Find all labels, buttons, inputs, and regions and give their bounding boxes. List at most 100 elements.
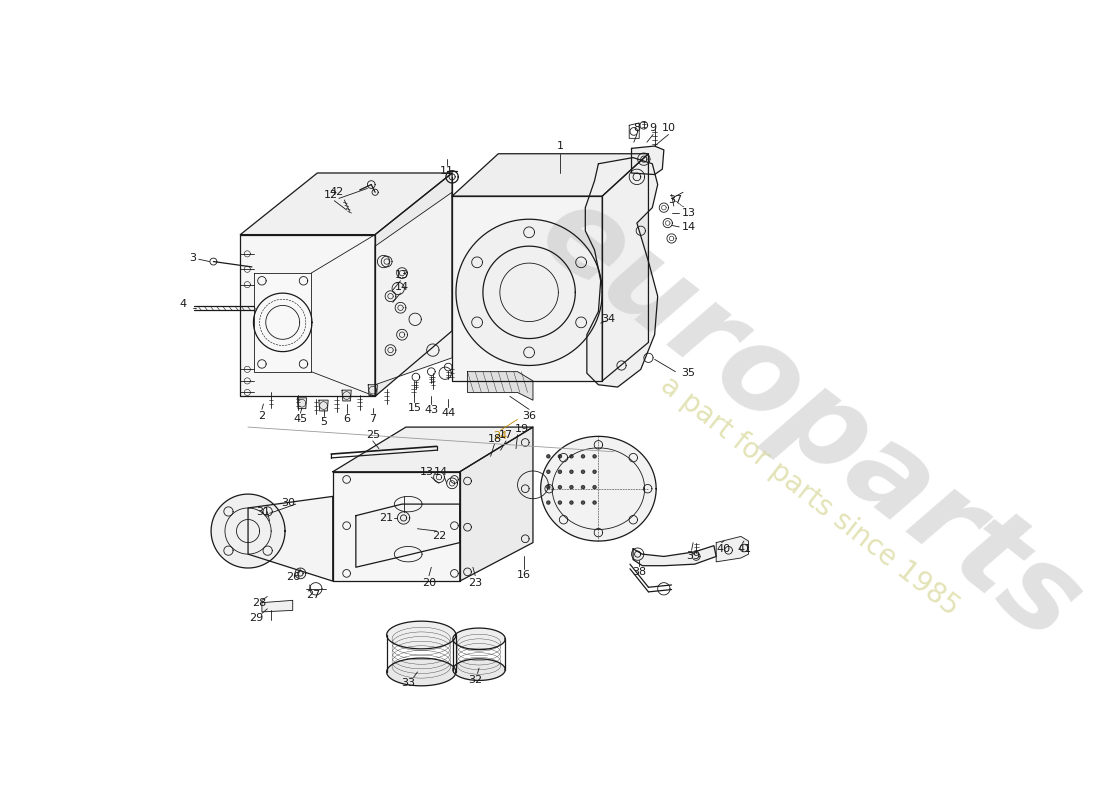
Polygon shape (452, 154, 649, 196)
Polygon shape (541, 436, 656, 541)
Polygon shape (593, 486, 596, 489)
Text: 43: 43 (425, 405, 439, 415)
Text: 17: 17 (499, 430, 513, 440)
Polygon shape (241, 173, 452, 234)
Text: 5: 5 (320, 417, 327, 426)
Polygon shape (249, 496, 332, 581)
Text: 23: 23 (469, 578, 482, 588)
Polygon shape (332, 472, 460, 581)
Polygon shape (547, 501, 550, 504)
Text: 13: 13 (395, 270, 409, 280)
Polygon shape (582, 501, 584, 504)
Polygon shape (295, 568, 306, 578)
Polygon shape (593, 501, 596, 504)
Polygon shape (319, 400, 328, 411)
Text: 45: 45 (294, 414, 308, 424)
Text: 38: 38 (632, 567, 647, 577)
Polygon shape (397, 512, 409, 524)
Text: 19: 19 (515, 424, 528, 434)
Polygon shape (453, 628, 505, 650)
Polygon shape (716, 537, 749, 562)
Polygon shape (342, 390, 351, 401)
Polygon shape (460, 427, 534, 581)
Polygon shape (570, 455, 573, 458)
Text: 15: 15 (407, 403, 421, 413)
Text: 13: 13 (682, 208, 695, 218)
Text: 12: 12 (324, 190, 339, 199)
Text: 10: 10 (661, 123, 675, 134)
Polygon shape (593, 455, 596, 458)
Text: 28: 28 (253, 598, 266, 608)
Text: 21: 21 (379, 513, 394, 523)
Text: 34: 34 (602, 314, 616, 324)
Polygon shape (559, 455, 561, 458)
Text: 7: 7 (370, 414, 376, 424)
Text: 27: 27 (307, 590, 320, 600)
Text: 14: 14 (681, 222, 695, 232)
Text: 13: 13 (420, 466, 433, 477)
Text: 1: 1 (557, 141, 563, 151)
Text: 22: 22 (432, 531, 447, 542)
Polygon shape (468, 372, 534, 400)
Text: 6: 6 (343, 414, 350, 424)
Polygon shape (547, 486, 550, 489)
Text: 20: 20 (422, 578, 436, 588)
Polygon shape (453, 659, 505, 681)
Text: 37: 37 (669, 195, 682, 205)
Text: 2: 2 (258, 410, 265, 421)
Text: 11: 11 (440, 166, 453, 177)
Polygon shape (547, 455, 550, 458)
Text: 39: 39 (686, 551, 701, 562)
Text: 30: 30 (282, 498, 295, 507)
Polygon shape (547, 470, 550, 474)
Polygon shape (387, 621, 455, 649)
Polygon shape (254, 273, 311, 372)
Text: 8: 8 (634, 123, 640, 134)
Text: 40: 40 (717, 544, 732, 554)
Polygon shape (582, 470, 584, 474)
Polygon shape (582, 455, 584, 458)
Polygon shape (570, 501, 573, 504)
Text: 3: 3 (189, 253, 196, 262)
Polygon shape (241, 234, 375, 396)
Polygon shape (368, 385, 377, 395)
Polygon shape (570, 470, 573, 474)
Polygon shape (375, 173, 452, 396)
Polygon shape (262, 600, 293, 612)
Text: 42: 42 (330, 187, 343, 198)
Text: a part for parts since 1985: a part for parts since 1985 (656, 371, 965, 622)
Polygon shape (593, 470, 596, 474)
Polygon shape (356, 504, 460, 567)
Text: 16: 16 (517, 570, 530, 580)
Polygon shape (570, 486, 573, 489)
Text: 33: 33 (402, 678, 415, 688)
Polygon shape (211, 494, 285, 568)
Text: 9: 9 (649, 123, 657, 134)
Polygon shape (387, 658, 455, 686)
Polygon shape (559, 470, 561, 474)
Text: 36: 36 (522, 410, 536, 421)
Polygon shape (452, 196, 603, 381)
Text: 29: 29 (249, 613, 263, 623)
Polygon shape (585, 158, 658, 387)
Text: europarts: europarts (518, 174, 1100, 666)
Polygon shape (332, 427, 534, 472)
Text: 14: 14 (433, 466, 448, 477)
Polygon shape (297, 398, 307, 409)
Polygon shape (603, 154, 649, 381)
Text: 31: 31 (256, 507, 271, 517)
Polygon shape (456, 219, 603, 366)
Text: 26: 26 (286, 572, 300, 582)
Polygon shape (559, 486, 561, 489)
Text: 35: 35 (682, 368, 695, 378)
Polygon shape (582, 486, 584, 489)
Polygon shape (559, 501, 561, 504)
Text: 44: 44 (441, 408, 455, 418)
Text: 32: 32 (469, 674, 482, 685)
Text: 24: 24 (494, 431, 508, 442)
Polygon shape (631, 146, 664, 174)
Text: 41: 41 (738, 544, 751, 554)
Polygon shape (634, 546, 716, 566)
Text: 4: 4 (179, 299, 186, 309)
Text: 18: 18 (487, 434, 502, 444)
